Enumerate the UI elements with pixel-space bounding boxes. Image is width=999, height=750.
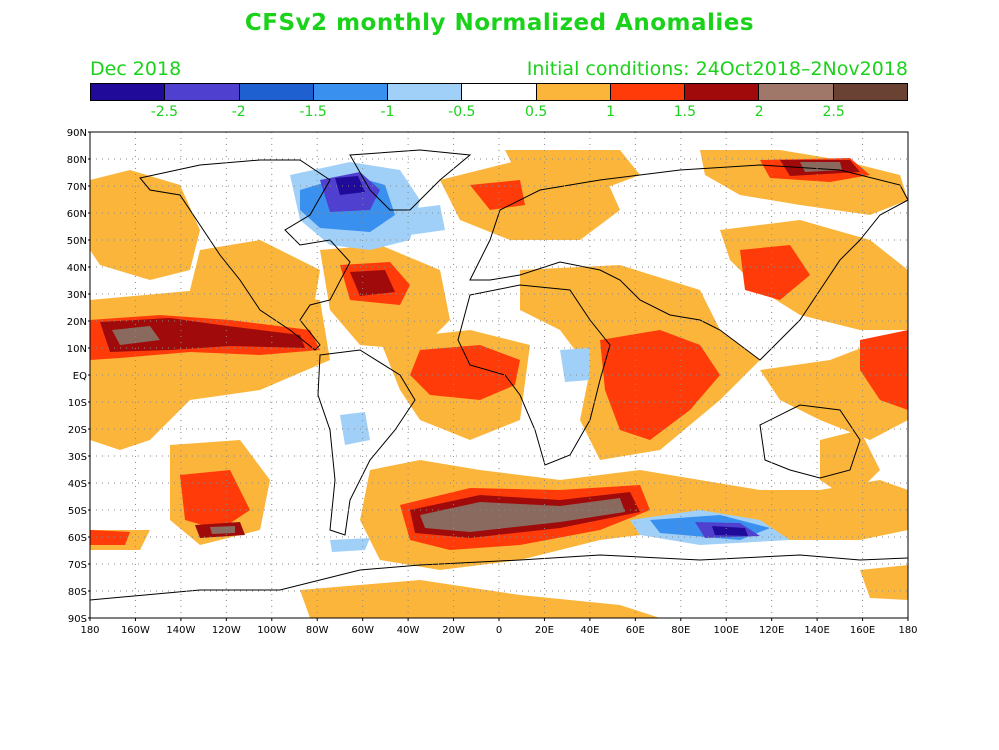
map-title: CFSv2 monthly Normalized Anomalies [244, 10, 755, 36]
colorbar-swatch [536, 84, 611, 100]
colorbar-label: -1.5 [299, 104, 327, 120]
longitude-label: 80W [306, 625, 329, 636]
colorbar-label: 2.5 [822, 104, 845, 120]
latitude-label: 80N [67, 155, 87, 166]
longitude-label: 180 [80, 625, 99, 636]
colorbar-label: -2 [231, 104, 246, 120]
longitude-label: 80E [671, 625, 690, 636]
colorbar-swatch [462, 84, 537, 100]
colorbar-label: -0.5 [448, 104, 476, 120]
latitude-label: 60N [67, 209, 87, 220]
colorbar-swatch [610, 84, 686, 100]
colorbar-label: 0.5 [525, 104, 548, 120]
colorbar-label: -1 [380, 104, 395, 120]
longitude-label: 120E [759, 625, 784, 636]
gridlines [90, 132, 908, 618]
colorbar-labels: -2.5 -2 -1.5 -1 -0.5 0.5 1 1.5 2 2.5 [90, 104, 908, 122]
colorbar-swatch [165, 84, 240, 100]
latitude-label: 90N [67, 128, 87, 139]
longitude-axis: 180 160W 140W 120W 100W 80W 60W 40W 20W 0 20E 40E 60… [80, 618, 918, 636]
colorbar-swatch [388, 84, 463, 100]
latitude-label: 50S [68, 506, 87, 517]
longitude-label: 60W [351, 625, 374, 636]
latitude-label: 90S [68, 614, 87, 625]
latitude-label: EQ [73, 371, 87, 382]
latitude-label: 50N [67, 236, 87, 247]
longitude-label: 120W [212, 625, 241, 636]
africa-outline [457, 284, 611, 466]
latitude-label: 80S [68, 587, 87, 598]
longitude-label: 0 [496, 625, 502, 636]
colorbar-label: 1 [606, 104, 615, 120]
longitude-label: 180 [898, 625, 917, 636]
colorbar-swatch [685, 84, 760, 100]
colorbar-swatch [239, 84, 314, 100]
colorbar-swatch [91, 84, 166, 100]
longitude-label: 60E [626, 625, 645, 636]
colorbar [90, 83, 908, 101]
latitude-label: 20S [68, 425, 87, 436]
latitude-label: 40S [68, 479, 87, 490]
longitude-label: 160E [850, 625, 875, 636]
latitude-label: 60S [68, 533, 87, 544]
colorbar-swatch [833, 84, 907, 100]
colorbar-swatch [313, 84, 389, 100]
latitude-label: 20N [67, 317, 87, 328]
longitude-label: 100W [257, 625, 286, 636]
latitude-label: 40N [67, 263, 87, 274]
latitude-label: 10S [68, 398, 87, 409]
greenland-outline [349, 149, 472, 211]
longitude-label: 140W [166, 625, 195, 636]
longitude-label: 100E [714, 625, 739, 636]
australia-outline [759, 404, 861, 479]
colorbar-swatch [759, 84, 834, 100]
longitude-label: 40E [580, 625, 599, 636]
north-america-outline [139, 159, 351, 351]
latitude-label: 10N [67, 344, 87, 355]
south-america-outline [317, 349, 416, 536]
latitude-label: 30S [68, 452, 87, 463]
longitude-label: 20W [442, 625, 465, 636]
colorbar-label: -2.5 [150, 104, 179, 120]
longitude-label: 20E [535, 625, 554, 636]
europe-asia-outline [469, 164, 908, 361]
longitude-label: 160W [121, 625, 150, 636]
latitude-label: 30N [67, 290, 87, 301]
initial-conditions: Initial conditions: 24Oct2018–2Nov2018 [526, 58, 908, 80]
longitude-label: 140E [804, 625, 829, 636]
valid-month: Dec 2018 [90, 58, 182, 80]
antarctica-outline [90, 554, 908, 601]
latitude-label: 70N [67, 182, 87, 193]
longitude-label: 40W [397, 625, 420, 636]
colorbar-label: 1.5 [673, 104, 697, 120]
latitude-label: 70S [68, 560, 87, 571]
colorbar-label: 2 [754, 104, 764, 120]
map-field [90, 132, 908, 618]
latitude-axis: 90N 80N 70N 60N 50N 40N 30N 20N 10N EQ 10S 20S 30S 40… [67, 128, 90, 625]
